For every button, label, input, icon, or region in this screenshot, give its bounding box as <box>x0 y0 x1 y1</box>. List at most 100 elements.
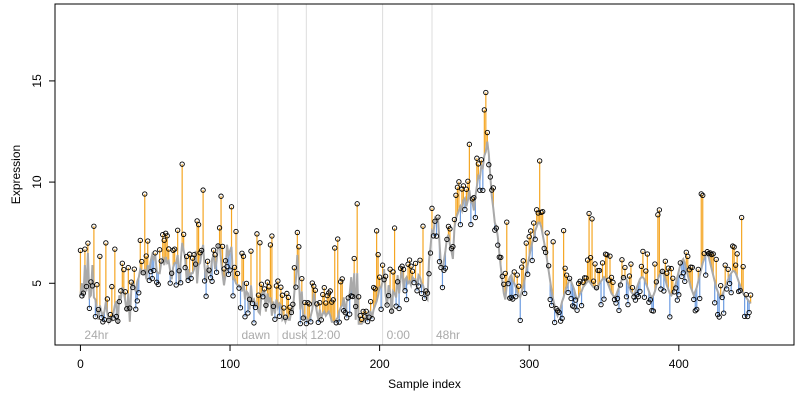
data-point <box>487 174 493 180</box>
data-point <box>269 233 275 239</box>
data-point <box>224 263 230 270</box>
data-point <box>466 141 473 147</box>
data-point <box>293 284 299 290</box>
data-point <box>685 253 691 260</box>
data-point <box>562 265 568 271</box>
data-point <box>254 231 260 237</box>
data-point <box>725 266 731 273</box>
data-point <box>465 178 471 184</box>
x-axis-label: Sample index <box>388 377 461 391</box>
data-point <box>442 265 449 271</box>
data-point <box>139 258 145 265</box>
y-tick-label: 15 <box>30 74 44 88</box>
data-point <box>475 161 482 167</box>
y-tick-label: 10 <box>30 175 44 189</box>
data-point <box>566 275 573 282</box>
data-point <box>106 317 112 323</box>
data-point <box>481 107 487 113</box>
data-point <box>589 216 595 222</box>
data-point <box>375 252 381 258</box>
data-point <box>462 206 468 213</box>
data-point <box>342 309 348 316</box>
data-point <box>212 252 218 258</box>
data-point <box>721 310 727 316</box>
data-point <box>655 212 661 218</box>
data-point <box>333 320 339 326</box>
data-point <box>403 297 410 303</box>
data-point <box>560 228 567 234</box>
data-point <box>433 233 440 239</box>
data-point <box>92 314 99 320</box>
data-point <box>288 309 295 316</box>
data-point <box>535 210 541 216</box>
data-point <box>653 279 660 285</box>
data-point <box>282 314 289 320</box>
data-point <box>350 293 356 300</box>
data-point <box>388 308 395 314</box>
data-point <box>523 240 529 246</box>
data-point <box>275 278 281 284</box>
data-point <box>469 196 476 202</box>
data-point <box>309 280 315 286</box>
data-point <box>353 303 359 310</box>
data-point <box>546 263 552 269</box>
data-point <box>272 316 278 322</box>
data-point <box>747 292 754 298</box>
data-point <box>596 267 603 274</box>
data-point <box>741 313 748 320</box>
data-point <box>297 320 303 327</box>
data-point <box>169 270 175 276</box>
data-point <box>620 274 627 281</box>
data-point <box>652 261 658 267</box>
data-points <box>77 89 754 327</box>
data-point <box>574 307 580 313</box>
data-point <box>360 308 366 315</box>
data-point <box>529 257 535 264</box>
data-point <box>170 247 176 253</box>
x-tick-label: 200 <box>370 357 390 371</box>
data-point <box>104 296 111 302</box>
data-point <box>400 266 407 273</box>
data-point <box>373 228 380 234</box>
data-point <box>130 284 136 291</box>
data-point <box>532 236 538 242</box>
data-point <box>557 318 564 324</box>
data-point <box>477 187 483 193</box>
data-point <box>330 297 336 303</box>
segment-label: 12:00 <box>310 328 340 342</box>
data-point <box>287 304 293 310</box>
data-point <box>551 319 558 326</box>
data-point <box>300 315 306 321</box>
data-point <box>607 253 613 259</box>
data-point <box>456 179 462 185</box>
data-point <box>439 284 446 291</box>
data-point <box>499 273 505 279</box>
data-point <box>703 272 709 278</box>
data-point <box>109 283 115 290</box>
data-point <box>95 306 102 313</box>
data-point <box>674 297 680 303</box>
data-point <box>181 231 187 237</box>
data-point <box>519 264 525 270</box>
data-point <box>722 262 728 268</box>
data-point <box>670 275 676 281</box>
data-point <box>622 264 628 271</box>
data-point <box>511 269 517 275</box>
data-point <box>526 234 532 240</box>
data-point <box>472 214 479 221</box>
data-point <box>134 298 140 304</box>
data-point <box>731 244 737 250</box>
data-point <box>396 305 402 312</box>
data-point <box>219 243 226 250</box>
data-point <box>314 301 320 307</box>
data-point <box>191 251 197 258</box>
data-point <box>543 249 549 256</box>
smoothed-curve <box>79 141 752 326</box>
data-point <box>161 237 167 243</box>
data-point <box>302 299 308 306</box>
data-point <box>323 300 329 306</box>
data-point <box>127 305 133 311</box>
data-point <box>243 280 250 286</box>
data-point <box>338 279 344 285</box>
data-point <box>453 192 459 198</box>
